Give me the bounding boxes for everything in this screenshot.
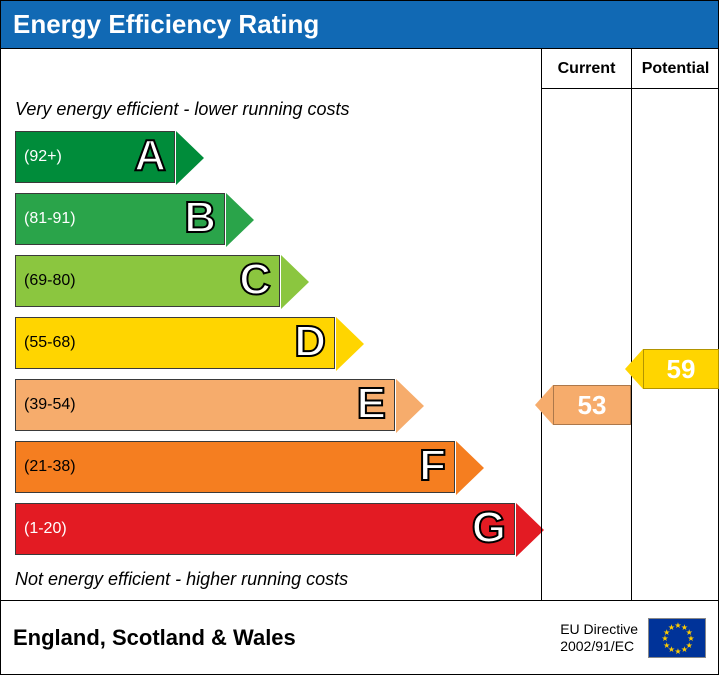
- band-e-letter: E: [357, 382, 386, 426]
- band-a-letter: A: [134, 134, 166, 178]
- band-g: (1-20) G: [15, 503, 515, 555]
- chart-title: Energy Efficiency Rating: [1, 1, 718, 49]
- current-column: [541, 89, 631, 601]
- eu-star: ★: [681, 646, 688, 654]
- band-c-range: (69-80): [16, 272, 76, 290]
- band-a: (92+) A: [15, 131, 175, 183]
- current-marker-arrow: [535, 385, 553, 425]
- band-d-arrow: [336, 317, 364, 371]
- band-e-range: (39-54): [16, 396, 76, 414]
- eu-star: ★: [668, 624, 675, 632]
- band-b-arrow: [226, 193, 254, 247]
- band-g-arrow: [516, 503, 544, 557]
- band-e-arrow: [396, 379, 424, 433]
- band-f-arrow: [456, 441, 484, 495]
- potential-marker-value: 59: [643, 349, 719, 389]
- note-top: Very energy efficient - lower running co…: [15, 99, 350, 120]
- directive-line2: 2002/91/EC: [560, 638, 634, 654]
- eu-flag-icon: ★★★★★★★★★★★★: [648, 618, 706, 658]
- chart-grid: Current Potential Very energy efficient …: [1, 49, 718, 601]
- chart-footer: England, Scotland & Wales EU Directive 2…: [1, 601, 718, 675]
- band-g-range: (1-20): [16, 520, 67, 538]
- eu-star: ★: [674, 648, 681, 656]
- band-c-arrow: [281, 255, 309, 309]
- band-d-range: (55-68): [16, 334, 76, 352]
- bands-area: Very energy efficient - lower running co…: [1, 89, 541, 601]
- band-d: (55-68) D: [15, 317, 335, 369]
- band-f-letter: F: [419, 444, 446, 488]
- band-e: (39-54) E: [15, 379, 395, 431]
- current-marker: 53: [535, 385, 625, 425]
- potential-marker: 59: [625, 349, 713, 389]
- band-a-arrow: [176, 131, 204, 185]
- directive-text: EU Directive 2002/91/EC: [560, 621, 638, 655]
- potential-column: [631, 89, 719, 601]
- band-f: (21-38) F: [15, 441, 455, 493]
- region-label: England, Scotland & Wales: [13, 625, 296, 651]
- column-header-potential: Potential: [631, 49, 719, 89]
- epc-chart: Energy Efficiency Rating Current Potenti…: [0, 0, 719, 675]
- potential-marker-arrow: [625, 349, 643, 389]
- directive-box: EU Directive 2002/91/EC ★★★★★★★★★★★★: [560, 618, 706, 658]
- band-f-range: (21-38): [16, 458, 76, 476]
- band-c: (69-80) C: [15, 255, 280, 307]
- band-c-letter: C: [239, 258, 271, 302]
- band-g-letter: G: [472, 506, 506, 550]
- band-b: (81-91) B: [15, 193, 225, 245]
- band-b-range: (81-91): [16, 210, 76, 228]
- directive-line1: EU Directive: [560, 621, 638, 637]
- band-a-range: (92+): [16, 148, 62, 166]
- band-d-letter: D: [294, 320, 326, 364]
- current-marker-value: 53: [553, 385, 631, 425]
- note-bottom: Not energy efficient - higher running co…: [15, 569, 348, 590]
- column-header-current: Current: [541, 49, 631, 89]
- band-b-letter: B: [184, 196, 216, 240]
